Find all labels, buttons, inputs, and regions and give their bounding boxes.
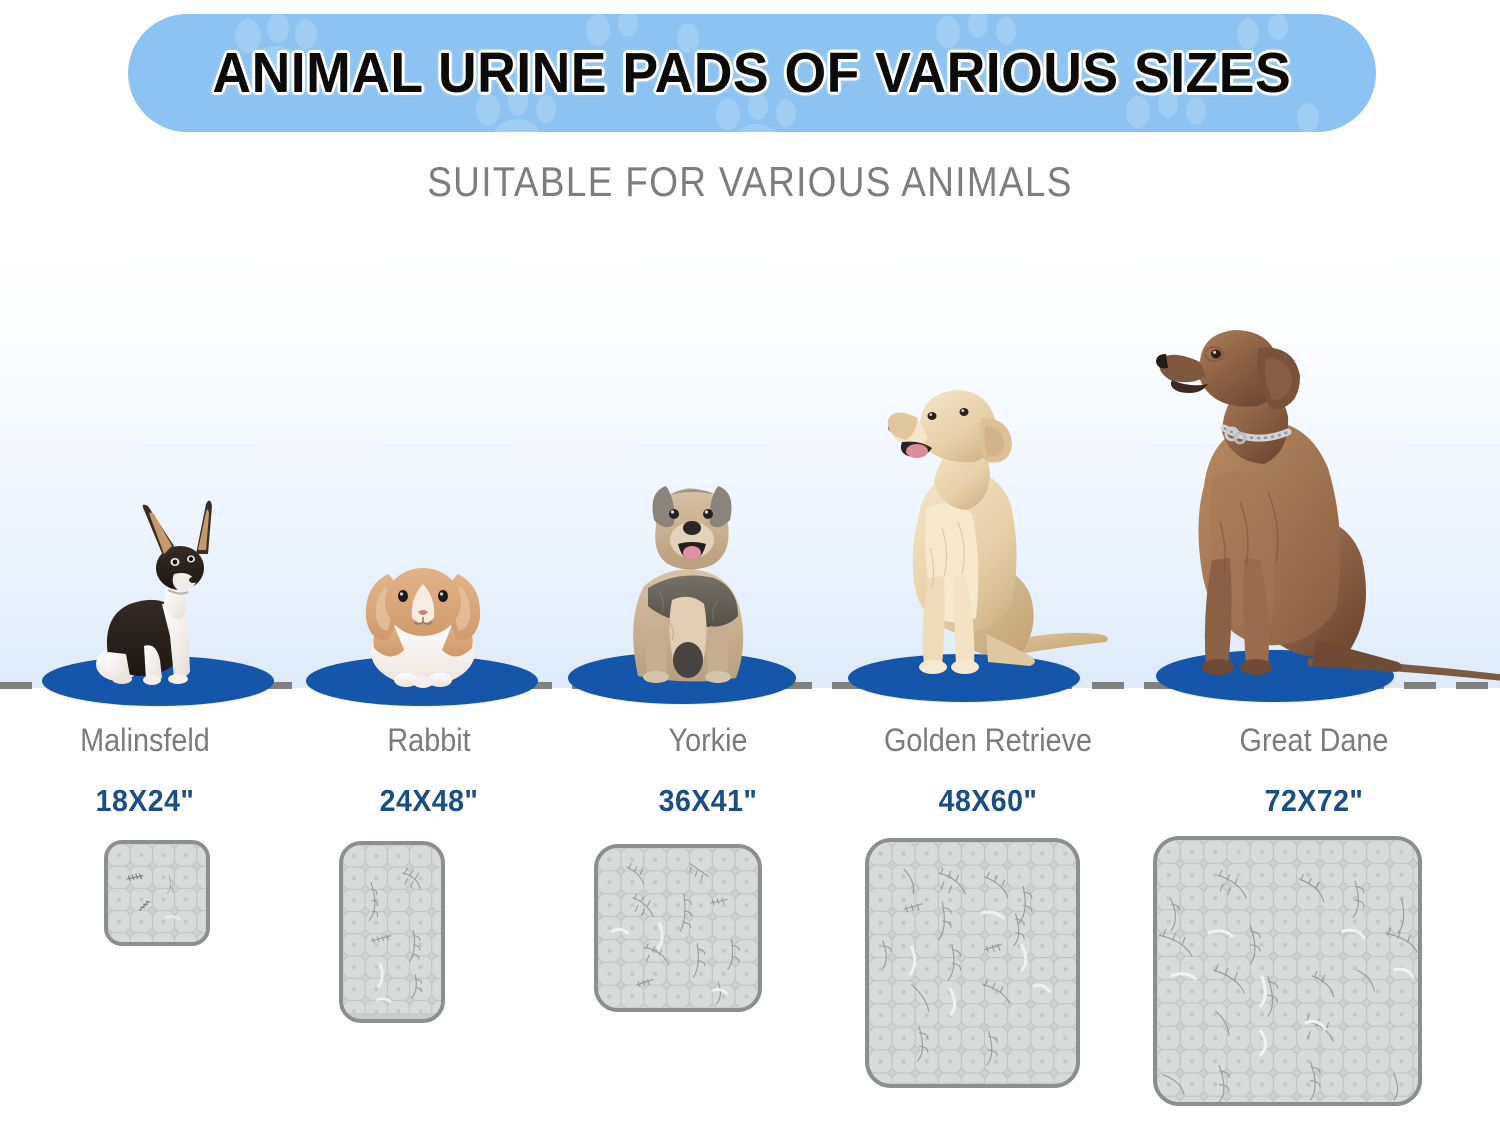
pad-texture-icon bbox=[343, 845, 441, 1014]
size-column-golden-retriever: Golden Retrieve 48X60" bbox=[848, 0, 1128, 1137]
urine-pad-swatch[interactable] bbox=[1153, 836, 1422, 1106]
animal-name-label: Yorkie bbox=[668, 722, 748, 758]
urine-pad-swatch[interactable] bbox=[594, 844, 762, 1012]
pad-size-label: 36X41" bbox=[658, 783, 758, 818]
pad-texture-icon bbox=[598, 848, 758, 1008]
great-dane-icon bbox=[1156, 330, 1403, 675]
urine-pad-swatch[interactable] bbox=[339, 841, 445, 1023]
pad-texture-icon bbox=[108, 844, 206, 942]
animal-name-label: Great Dane bbox=[1239, 722, 1389, 758]
urine-pad-swatch[interactable] bbox=[865, 838, 1080, 1088]
animal-name-label: Malinsfeld bbox=[80, 722, 210, 758]
size-column-rabbit: Rabbit 24X48" bbox=[290, 0, 568, 1137]
pad-texture-icon bbox=[869, 842, 1076, 1083]
lop-rabbit-icon bbox=[365, 568, 481, 688]
page-subtitle: SUITABLE FOR VARIOUS ANIMALS bbox=[427, 158, 1073, 205]
chihuahua-icon bbox=[96, 500, 212, 685]
size-column-malinsfeld: Malinsfeld 18X24" bbox=[0, 0, 290, 1137]
animal-name-label: Golden Retrieve bbox=[883, 722, 1093, 758]
size-column-yorkie: Yorkie 36X41" bbox=[568, 0, 848, 1137]
chain-collar-icon bbox=[1220, 424, 1292, 445]
pad-size-label: 72X72" bbox=[1264, 783, 1364, 818]
size-column-great-dane: Great Dane 72X72" bbox=[1128, 0, 1500, 1137]
animal-name-label: Rabbit bbox=[387, 722, 471, 758]
urine-pad-swatch[interactable] bbox=[104, 840, 210, 946]
yorkie-terrier-icon bbox=[633, 486, 744, 683]
pad-texture-icon bbox=[1157, 840, 1418, 1102]
pad-size-label: 24X48" bbox=[379, 783, 479, 818]
golden-retriever-icon bbox=[887, 390, 1108, 674]
page-title: ANIMAL URINE PADS OF VARIOUS SIZES bbox=[212, 41, 1292, 105]
pad-size-label: 48X60" bbox=[938, 783, 1038, 818]
pad-size-label: 18X24" bbox=[95, 783, 195, 818]
